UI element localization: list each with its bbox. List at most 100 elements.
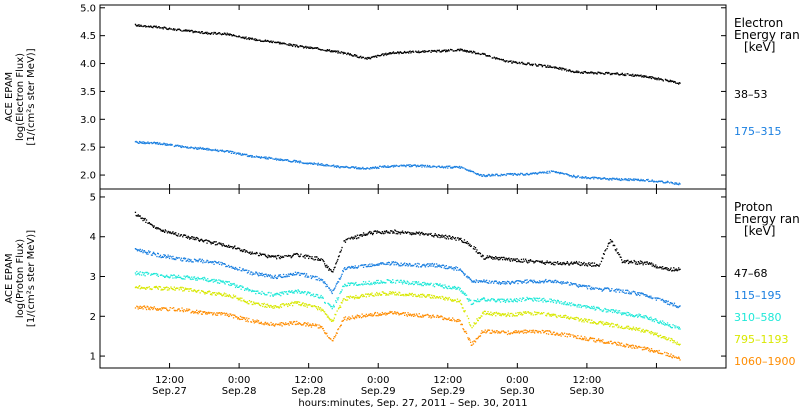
- data-point: [553, 299, 555, 301]
- data-point: [568, 284, 571, 286]
- data-point: [486, 257, 488, 259]
- data-point: [417, 266, 420, 268]
- data-point: [264, 156, 266, 158]
- data-point: [136, 141, 139, 143]
- data-point: [628, 291, 630, 293]
- data-point: [606, 178, 608, 180]
- data-point: [552, 313, 555, 315]
- data-point: [320, 278, 322, 280]
- data-point: [401, 283, 404, 285]
- data-point: [511, 315, 514, 317]
- data-point: [171, 144, 173, 146]
- data-point: [409, 50, 411, 52]
- data-point: [435, 166, 437, 168]
- data-point: [424, 51, 427, 53]
- data-point: [479, 335, 481, 338]
- data-point: [522, 313, 524, 316]
- data-point: [434, 233, 436, 235]
- data-point: [614, 290, 616, 292]
- data-point: [465, 294, 467, 296]
- data-point: [502, 300, 504, 302]
- data-point: [429, 263, 431, 265]
- data-point: [319, 307, 322, 309]
- data-point: [580, 72, 582, 74]
- data-point: [319, 279, 321, 282]
- data-point: [643, 180, 646, 182]
- data-point: [216, 33, 218, 35]
- data-point: [502, 314, 504, 316]
- data-point: [255, 271, 258, 273]
- data-point: [237, 152, 239, 154]
- data-point: [371, 56, 373, 58]
- data-point: [380, 280, 382, 282]
- data-point: [288, 324, 290, 326]
- data-point: [308, 304, 310, 306]
- data-point: [296, 160, 298, 162]
- data-point: [653, 180, 655, 182]
- data-point: [483, 310, 486, 312]
- data-point: [679, 343, 681, 345]
- data-point: [401, 294, 403, 296]
- data-point: [525, 299, 527, 301]
- data-point: [207, 280, 210, 283]
- data-point: [327, 315, 329, 317]
- data-point: [572, 263, 574, 265]
- data-point: [134, 272, 137, 274]
- data-point: [141, 25, 143, 27]
- data-point: [381, 291, 383, 293]
- data-point: [214, 280, 216, 283]
- data-point: [281, 291, 283, 293]
- data-point: [453, 269, 455, 271]
- data-point: [232, 317, 235, 319]
- data-point: [347, 296, 349, 298]
- data-point: [192, 261, 194, 263]
- data-point: [173, 286, 175, 288]
- data-point: [591, 322, 594, 324]
- data-point: [364, 314, 366, 317]
- data-point: [649, 180, 651, 182]
- data-point: [248, 270, 250, 272]
- data-point: [143, 287, 145, 289]
- data-point: [147, 26, 149, 28]
- data-point: [193, 289, 196, 291]
- data-point: [205, 32, 207, 35]
- data-point: [312, 294, 314, 296]
- data-point: [396, 293, 398, 295]
- data-point: [157, 252, 159, 254]
- data-point: [376, 279, 378, 282]
- data-point: [432, 165, 434, 167]
- data-point: [665, 300, 667, 302]
- data-point: [582, 72, 584, 74]
- data-point: [579, 319, 582, 321]
- data-point: [297, 301, 299, 303]
- data-point: [189, 147, 191, 149]
- data-point: [611, 309, 613, 311]
- data-point: [432, 297, 434, 299]
- data-point: [565, 303, 567, 306]
- data-point: [426, 313, 429, 316]
- data-point: [459, 287, 461, 290]
- data-point: [500, 331, 502, 333]
- data-point: [420, 266, 422, 268]
- data-point: [375, 294, 377, 297]
- data-point: [173, 307, 175, 309]
- data-point: [679, 82, 681, 84]
- data-point: [358, 315, 360, 317]
- data-point: [212, 292, 214, 294]
- data-point: [653, 334, 655, 336]
- data-point: [618, 312, 620, 314]
- data-point: [336, 332, 338, 334]
- data-point: [377, 294, 379, 297]
- panel-frame-proton: [99, 188, 727, 369]
- data-point: [479, 174, 481, 177]
- data-point: [512, 259, 514, 261]
- data-point: [330, 50, 333, 52]
- data-point: [360, 57, 363, 59]
- data-point: [497, 298, 500, 300]
- data-point: [616, 178, 619, 181]
- data-point: [251, 303, 253, 306]
- data-point: [326, 266, 329, 269]
- data-point: [260, 156, 262, 158]
- data-point: [428, 263, 430, 265]
- data-point: [135, 274, 137, 276]
